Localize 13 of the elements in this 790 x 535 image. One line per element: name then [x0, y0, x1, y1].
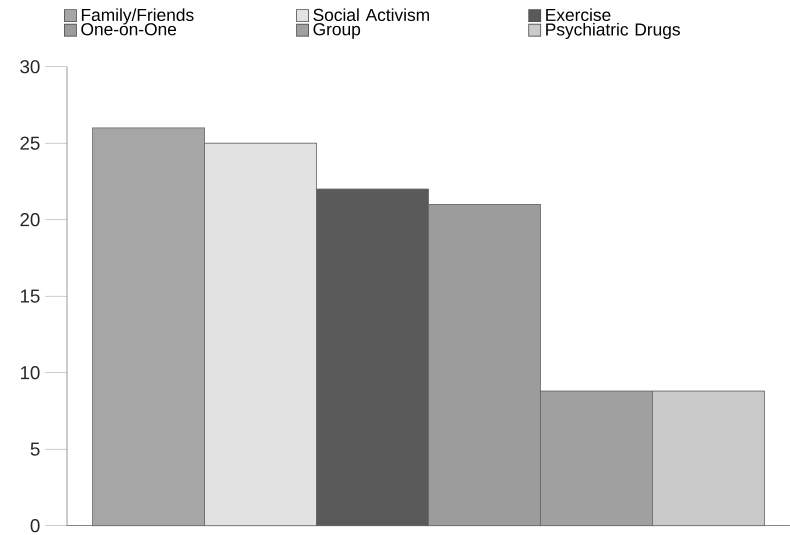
y-tick-label: 30 [20, 60, 40, 74]
y-tick-label: 15 [20, 290, 40, 303]
legend-label: Exercise [546, 8, 610, 22]
legend-label: One-on-One [81, 23, 176, 36]
legend-label: Family/Friends [82, 8, 194, 24]
y-tick-label: 0 [30, 519, 40, 532]
legend-label: Social Activism [313, 8, 429, 22]
y-tick-label: 10 [20, 366, 40, 380]
y-tick-label: 20 [20, 213, 40, 226]
legend-label: Psychiatric Drugs [546, 22, 680, 40]
y-tick-label: 25 [20, 136, 40, 150]
legend-label: Group [314, 23, 360, 39]
y-tick-label: 5 [30, 442, 40, 456]
